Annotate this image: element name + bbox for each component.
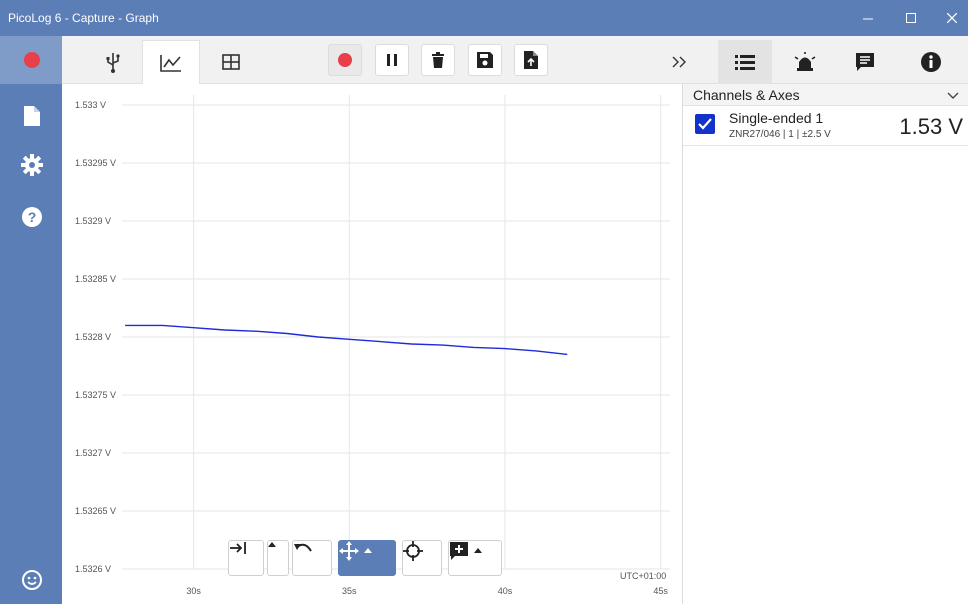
minimize-icon (863, 18, 873, 20)
svg-text:?: ? (28, 209, 37, 225)
delete-button[interactable] (421, 44, 455, 76)
x-tick-label: 40s (498, 586, 513, 596)
pause-icon (387, 54, 397, 66)
y-tick-label: 1.5329 V (75, 216, 111, 226)
record-button[interactable] (328, 44, 362, 76)
pan-tool-button[interactable] (338, 540, 396, 576)
graph-area[interactable]: 1.533 V 1.53295 V 1.5329 V 1.53285 V 1.5328 … (62, 84, 682, 604)
y-tick-label: 1.53295 V (75, 158, 116, 168)
y-tick-label: 1.5326 V (75, 564, 111, 574)
main-toolbar (62, 36, 682, 84)
y-tick-label: 1.53265 V (75, 506, 116, 516)
add-annotation-icon (450, 542, 482, 560)
nav-record-button[interactable] (0, 36, 62, 84)
maximize-icon (906, 13, 916, 23)
section-title: Channels & Axes (693, 87, 800, 103)
go-to-end-button[interactable] (228, 540, 264, 576)
help-icon[interactable]: ? (21, 206, 43, 228)
notes-icon (856, 53, 874, 71)
feedback-smiley-icon[interactable] (21, 569, 43, 591)
channel-checkbox[interactable] (695, 114, 715, 134)
info-icon (921, 52, 941, 72)
side-toolbar (672, 36, 968, 84)
checkmark-icon (698, 118, 712, 130)
x-tick-label: 35s (342, 586, 357, 596)
y-tick-label: 1.53285 V (75, 274, 116, 284)
channel-details: ZNR27/046 | 1 | ±2.5 V (729, 129, 831, 140)
info-button[interactable] (904, 40, 958, 84)
save-button[interactable] (468, 44, 502, 76)
go-to-end-options-button[interactable] (267, 540, 289, 576)
add-annotation-button[interactable] (448, 540, 502, 576)
record-icon (21, 49, 43, 71)
settings-gear-icon[interactable] (21, 154, 43, 176)
export-icon (524, 51, 538, 69)
channel-row[interactable]: Single-ended 1 ZNR27/046 | 1 | ±2.5 V 1.… (683, 106, 968, 146)
line-chart[interactable]: 1.533 V 1.53295 V 1.5329 V 1.53285 V 1.5328 … (62, 84, 682, 604)
collapse-chevrons-icon (672, 56, 686, 68)
maximize-button[interactable] (889, 0, 933, 36)
record-icon (338, 53, 352, 67)
caret-up-icon (268, 542, 276, 547)
channels-list-icon (735, 55, 755, 70)
tab-devices[interactable] (84, 40, 142, 84)
table-icon (222, 54, 240, 70)
close-button[interactable] (930, 0, 968, 36)
document-icon[interactable] (21, 105, 43, 127)
channel-name: Single-ended 1 (729, 110, 824, 126)
usb-icon (106, 53, 120, 73)
title-bar: PicoLog 6 - Capture - Graph (0, 0, 968, 36)
notes-button[interactable] (838, 40, 892, 84)
delete-icon (432, 52, 444, 68)
timezone-label: UTC+01:00 (620, 571, 667, 581)
pause-button[interactable] (375, 44, 409, 76)
channel-value: 1.53 V (899, 114, 963, 139)
graph-icon (160, 54, 181, 72)
channels-panel: Channels & Axes Single-ended 1 ZNR27/046… (682, 84, 968, 604)
tab-graph[interactable] (142, 40, 200, 84)
left-nav: ? (0, 36, 62, 604)
minimize-button[interactable] (846, 0, 890, 36)
y-tick-label: 1.5328 V (75, 332, 111, 342)
x-tick-label: 45s (653, 586, 668, 596)
crosshair-icon (403, 541, 423, 561)
close-icon (947, 13, 957, 23)
channels-axes-header[interactable]: Channels & Axes (683, 84, 968, 106)
undo-zoom-button[interactable] (292, 540, 332, 576)
undo-icon (294, 543, 312, 552)
crosshair-button[interactable] (402, 540, 442, 576)
tab-table[interactable] (202, 40, 260, 84)
alarm-icon (794, 52, 816, 71)
collapse-panel-button[interactable] (652, 40, 706, 84)
y-tick-label: 1.5327 V (75, 448, 111, 458)
channels-list-button[interactable] (718, 40, 772, 84)
y-tick-label: 1.53275 V (75, 390, 116, 400)
export-button[interactable] (514, 44, 548, 76)
alarms-button[interactable] (778, 40, 832, 84)
chevron-down-icon (947, 92, 959, 99)
y-tick-label: 1.533 V (75, 100, 106, 110)
save-icon (477, 52, 493, 68)
pan-icon (339, 541, 372, 561)
x-tick-label: 30s (186, 586, 201, 596)
series-line (125, 324, 568, 356)
window-title: PicoLog 6 - Capture - Graph (8, 11, 159, 25)
go-to-end-icon (230, 542, 246, 554)
